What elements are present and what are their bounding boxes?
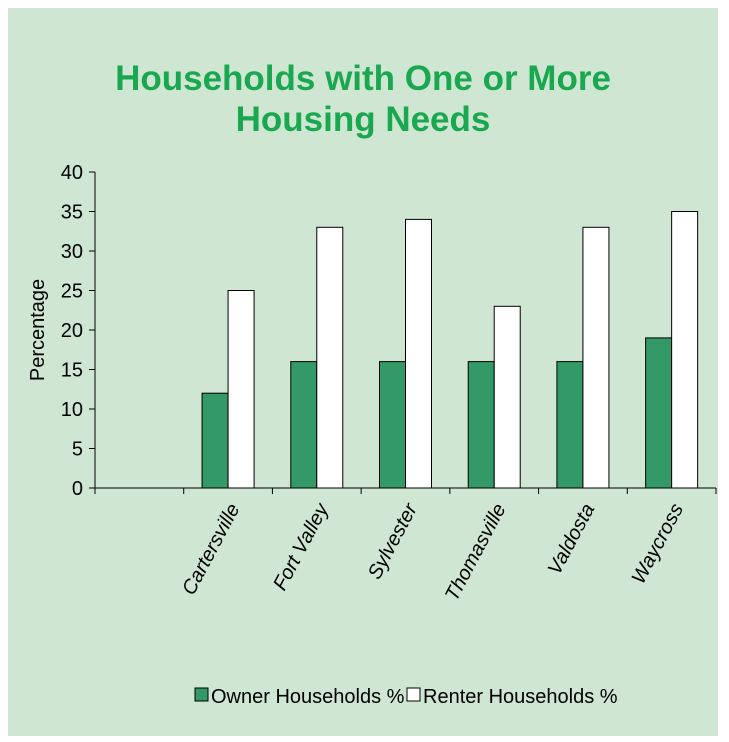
y-tick-label: 10 — [61, 399, 83, 421]
chart-title: Households with One or More Housing Need… — [8, 58, 718, 140]
bar-renter — [316, 226, 344, 489]
legend-swatch-renter — [406, 687, 421, 702]
y-tick-label: 0 — [72, 478, 83, 500]
bar-owner — [379, 361, 406, 489]
legend-swatch-owner — [194, 687, 209, 702]
y-tick-label: 40 — [61, 162, 83, 184]
x-category-label: Cartersville — [178, 500, 244, 599]
x-category-label: Valdosta — [544, 500, 600, 578]
y-tick-label: 35 — [61, 202, 83, 224]
bar-owner — [467, 361, 495, 489]
legend-label: Renter Households % — [423, 686, 618, 708]
bar-renter — [671, 211, 699, 489]
bar-owner — [556, 361, 584, 489]
bar-renter — [405, 218, 432, 489]
x-category-label: Fort Valley — [269, 499, 333, 594]
bar-owner — [645, 337, 673, 489]
bar-owner — [201, 392, 229, 489]
bar-renter — [493, 305, 521, 489]
bar-owner — [290, 361, 318, 489]
y-tick-label: 15 — [61, 360, 83, 382]
chart-title-line-1: Households with One or More — [115, 59, 611, 98]
chart-title-line-2: Housing Needs — [235, 100, 491, 139]
x-category-label: Thomasville — [441, 500, 511, 605]
y-tick-label: 30 — [61, 241, 83, 263]
legend-label: Owner Households % — [211, 686, 405, 708]
x-category-label: Sylvester — [364, 499, 423, 583]
y-tick-label: 25 — [61, 281, 83, 303]
bar-renter — [227, 290, 255, 489]
bar-renter — [582, 226, 610, 489]
y-tick-label: 5 — [72, 439, 83, 461]
x-category-label: Waycross — [628, 500, 688, 588]
y-tick-label: 20 — [61, 320, 83, 342]
y-axis-title: Percentage — [27, 279, 49, 381]
